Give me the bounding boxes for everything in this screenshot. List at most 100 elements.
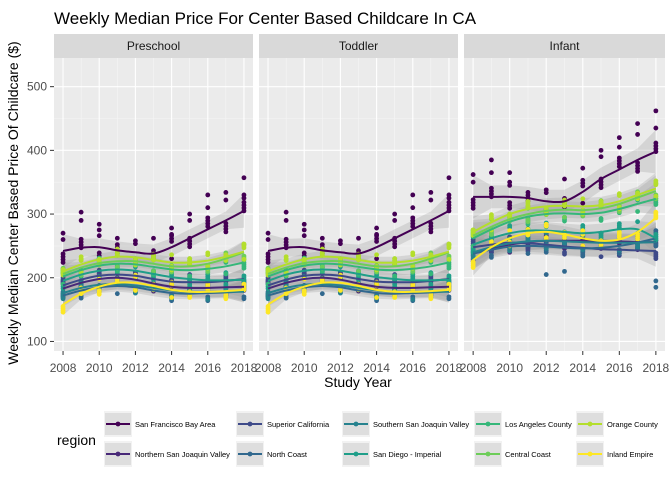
legend-label: Orange County: [607, 420, 658, 429]
data-point: [616, 135, 622, 141]
data-point: [525, 217, 531, 223]
legend-label: San Francisco Bay Area: [135, 420, 216, 429]
x-tick-label: 2008: [50, 361, 77, 375]
data-point: [543, 187, 549, 193]
data-point: [489, 239, 494, 244]
data-point: [205, 192, 211, 198]
data-point: [653, 140, 659, 146]
legend: region San Francisco Bay Area Northern Sa…: [57, 411, 658, 467]
data-point: [446, 199, 452, 205]
data-point: [301, 221, 307, 227]
facet-panel-toddler: Toddler 2008 2010 2012 2014 2016 2018: [255, 34, 463, 375]
data-point: [635, 121, 640, 127]
data-point: [356, 248, 361, 254]
facet-panel-infant: Infant 2008 2010 2012 2014 2016 2018: [460, 34, 670, 375]
data-point: [489, 185, 494, 191]
data-point: [241, 273, 247, 279]
data-point: [543, 272, 549, 277]
data-point: [507, 200, 513, 205]
legend-key-point: [587, 421, 593, 427]
legend-label: San Diego - Imperial: [373, 450, 442, 459]
trend-line: [267, 210, 450, 255]
data-point: [241, 256, 247, 262]
trend-line: [62, 250, 245, 273]
data-point: [114, 291, 120, 297]
data-point: [374, 252, 379, 258]
data-point: [374, 232, 379, 237]
data-point: [187, 211, 193, 217]
data-point: [580, 223, 586, 228]
data-point: [319, 291, 325, 297]
data-point: [446, 273, 452, 279]
data-point: [133, 238, 138, 244]
data-point: [265, 251, 271, 257]
trend-line: [472, 237, 657, 255]
data-point: [338, 238, 343, 244]
data-point: [319, 235, 325, 241]
data-point: [653, 193, 659, 199]
data-point: [410, 215, 416, 221]
data-point: [223, 281, 229, 287]
data-point: [562, 268, 567, 274]
x-axis-label: Study Year: [324, 374, 392, 390]
data-point: [151, 268, 156, 274]
legend-label: Los Angeles County: [505, 420, 572, 429]
data-point: [470, 197, 476, 203]
x-tick-label: 2012: [533, 361, 560, 375]
data-point: [283, 254, 289, 260]
data-point: [489, 212, 494, 218]
y-tick-label: 300: [27, 207, 47, 221]
data-point: [241, 175, 247, 181]
data-point: [580, 196, 586, 202]
x-tick-label: 2016: [399, 361, 426, 375]
data-point: [598, 198, 604, 204]
data-point: [241, 281, 247, 287]
x-tick-label: 2010: [291, 361, 318, 375]
data-point: [616, 155, 622, 161]
data-point: [446, 195, 452, 201]
data-point: [580, 228, 586, 234]
data-point: [470, 259, 476, 265]
data-point: [96, 233, 102, 239]
data-point: [392, 218, 398, 223]
data-point: [114, 264, 120, 270]
data-point: [301, 288, 307, 293]
data-point: [96, 288, 102, 293]
legend-label: Southern San Joaquin Valley: [373, 420, 469, 429]
data-point: [60, 230, 66, 236]
data-point: [410, 263, 416, 269]
data-point: [410, 250, 416, 256]
data-point: [60, 304, 66, 309]
trend-line: [267, 251, 450, 275]
data-point: [205, 250, 211, 256]
data-point: [428, 281, 434, 287]
x-tick-label: 2018: [436, 361, 463, 375]
data-point: [223, 189, 229, 195]
trend-line: [472, 190, 657, 237]
data-point: [265, 230, 271, 236]
data-point: [525, 198, 531, 204]
x-tick-label: 2012: [327, 361, 354, 375]
data-point: [169, 256, 174, 262]
trend-line: [472, 241, 656, 252]
data-point: [653, 125, 659, 131]
trend-line: [472, 227, 657, 246]
trend-line: [473, 150, 657, 204]
data-point: [562, 249, 567, 255]
data-point: [374, 295, 379, 300]
facet-strip: [464, 34, 665, 58]
legend-key-point: [485, 451, 491, 457]
data-point: [187, 218, 193, 223]
trend-line: [472, 239, 656, 254]
facet-strip: [259, 34, 458, 58]
data-point: [653, 278, 659, 284]
data-point: [283, 209, 289, 215]
x-tick-label: 2008: [255, 361, 282, 375]
x-tick-label: 2014: [569, 361, 596, 375]
y-tick-label: 400: [27, 143, 47, 157]
data-point: [489, 170, 494, 176]
data-point: [543, 235, 549, 241]
y-tick-label: 200: [27, 271, 47, 285]
data-point: [562, 214, 567, 220]
data-point: [283, 218, 289, 223]
